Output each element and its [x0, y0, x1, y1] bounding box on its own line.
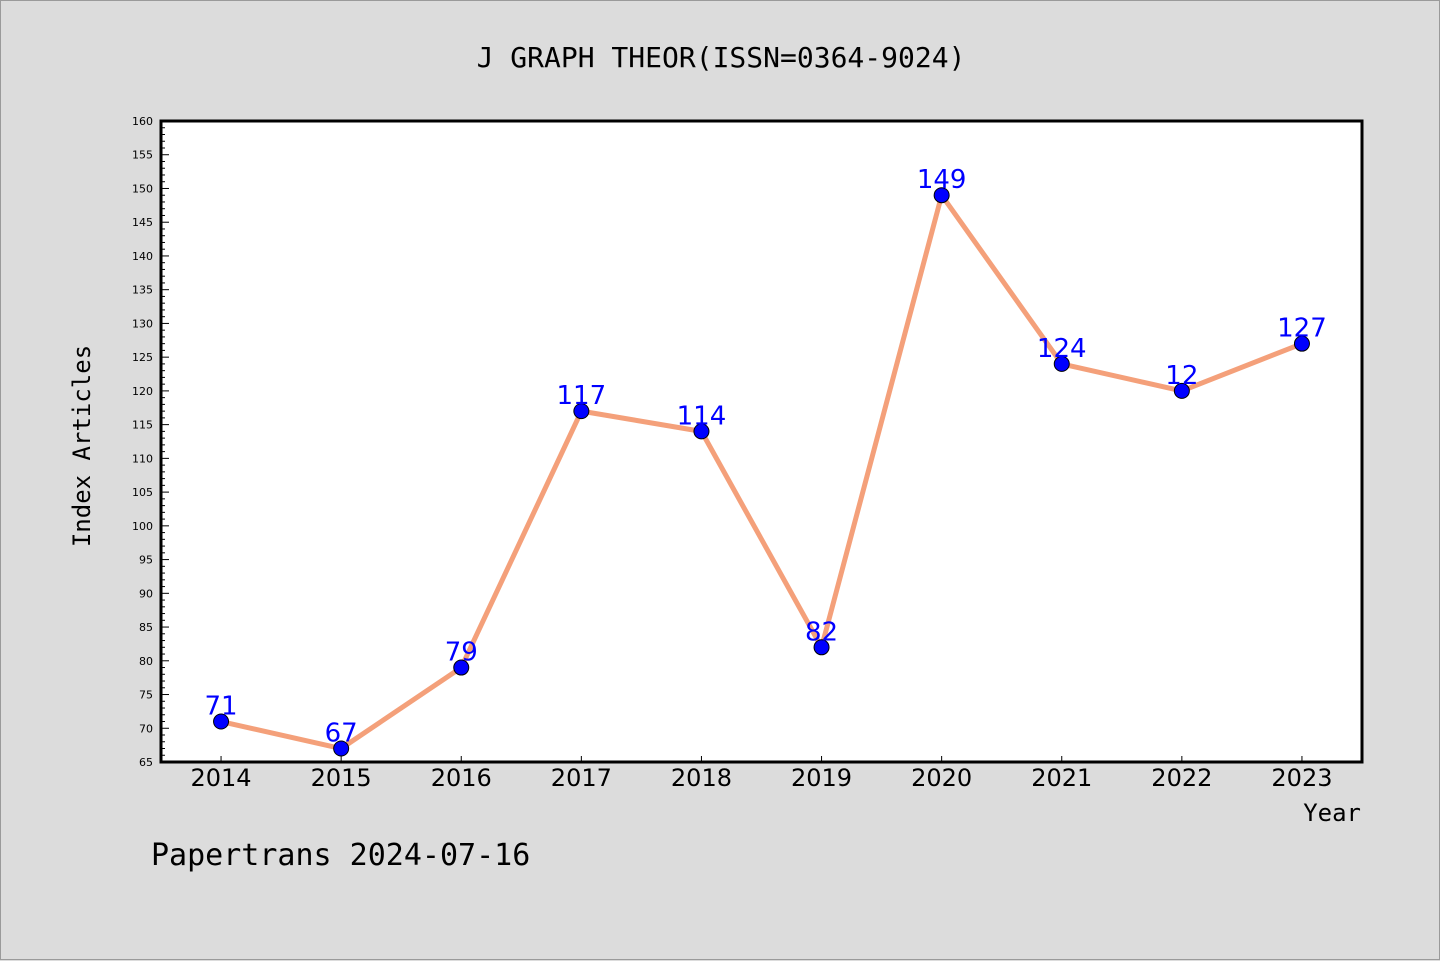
chart-title: J GRAPH THEOR(ISSN=0364-9024) — [477, 41, 966, 74]
y-axis: 65 70 75 80 85 90 95 100 105 110 115 120 125 130 135 14… — [132, 115, 169, 769]
data-label: 12 — [1165, 361, 1198, 391]
data-point — [333, 740, 350, 757]
y-tick-label: 130 — [132, 317, 153, 330]
y-tick-label: 80 — [139, 655, 153, 668]
plot-area — [159, 119, 1364, 764]
x-tick-label: 2023 — [1271, 764, 1332, 792]
x-tick-label: 2014 — [191, 764, 252, 792]
data-point — [933, 187, 950, 204]
x-tick-label: 2020 — [911, 764, 972, 792]
x-tick-label: 2016 — [431, 764, 492, 792]
y-tick-label: 140 — [132, 250, 153, 263]
data-point — [693, 423, 710, 440]
footer-text: Papertrans 2024-07-16 — [151, 838, 530, 873]
y-tick-label: 90 — [139, 587, 153, 600]
y-tick-label: 155 — [132, 149, 153, 162]
x-tick-label: 2021 — [1031, 764, 1092, 792]
y-tick-label: 115 — [132, 419, 153, 432]
data-point — [453, 659, 470, 676]
y-tick-label: 65 — [139, 756, 153, 769]
series-line — [220, 192, 1303, 752]
y-tick-label: 120 — [132, 385, 153, 398]
y-tick-label: 105 — [132, 486, 153, 499]
data-markers — [213, 187, 1310, 757]
x-tick-label: 2019 — [791, 764, 852, 792]
y-tick-label: 150 — [132, 182, 153, 195]
y-tick-label: 100 — [132, 520, 153, 533]
y-tick-label: 160 — [132, 115, 153, 128]
data-labels: 71 67 79 117 114 82 149 124 12 127 — [205, 165, 1327, 748]
data-label: 114 — [677, 401, 727, 431]
data-label: 124 — [1037, 334, 1087, 364]
y-tick-label: 135 — [132, 284, 153, 297]
data-point — [213, 713, 230, 730]
data-label: 117 — [557, 381, 607, 411]
data-point — [573, 403, 590, 420]
x-axis-label: Year — [1303, 799, 1361, 827]
data-label: 149 — [917, 165, 967, 195]
data-point — [1053, 355, 1070, 372]
y-tick-label: 110 — [132, 452, 153, 465]
x-tick-label: 2015 — [311, 764, 372, 792]
y-tick-label: 95 — [139, 554, 153, 567]
x-tick-label: 2022 — [1151, 764, 1212, 792]
y-axis-label: Index Articles — [68, 345, 96, 547]
data-point — [1173, 382, 1190, 399]
y-tick-label: 145 — [132, 216, 153, 229]
data-label: 82 — [805, 617, 838, 647]
data-label: 127 — [1277, 314, 1327, 344]
x-tick-label: 2017 — [551, 764, 612, 792]
data-label: 79 — [445, 638, 478, 668]
x-axis: 2014 2015 2016 2017 2018 2019 2020 2021 2022 2023 — [191, 756, 1332, 792]
y-tick-label: 75 — [139, 689, 153, 702]
x-tick-label: 2018 — [671, 764, 732, 792]
data-point — [813, 639, 830, 656]
data-point — [1293, 335, 1310, 352]
y-tick-label: 85 — [139, 621, 153, 634]
y-tick-label: 70 — [139, 722, 153, 735]
data-label: 71 — [205, 692, 238, 722]
data-label: 67 — [325, 719, 358, 749]
y-tick-label: 125 — [132, 351, 153, 364]
